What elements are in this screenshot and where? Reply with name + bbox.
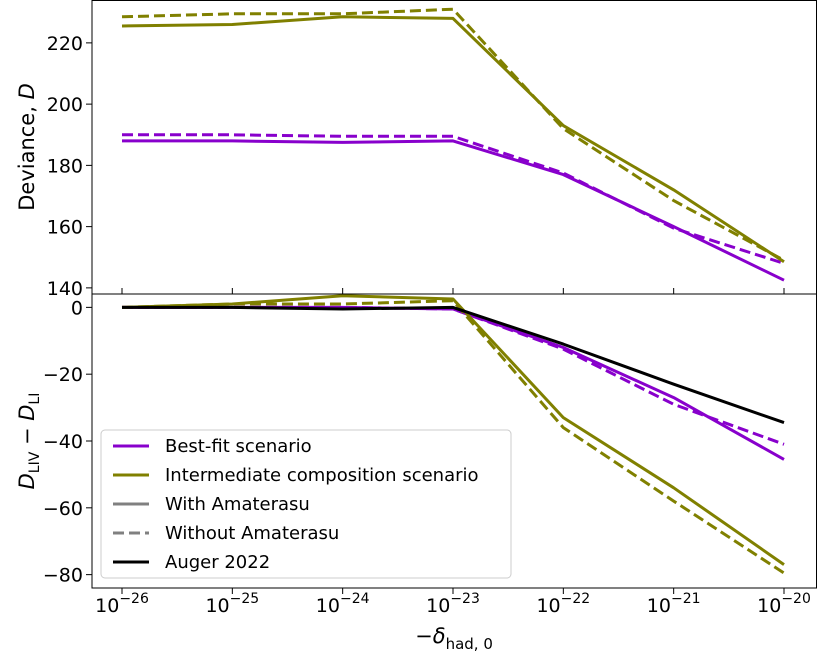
xtick-base: 10 [316,595,340,617]
legend-label: Auger 2022 [165,552,270,573]
xtick-base: 10 [426,595,450,617]
xtick-label: 10−22 [536,591,590,617]
xtick-exponent: −23 [450,591,480,607]
top-series-intermediate-solid [121,15,785,264]
xtick-exponent: −24 [340,591,370,607]
x-axis-label: −δhad, 0 [415,624,493,652]
bottom-ytick-label: −80 [43,565,83,587]
legend-box [100,429,512,579]
legend-label: Without Amaterasu [165,523,339,544]
top-series-best-fit-solid [122,139,785,282]
xtick-base: 10 [647,595,671,617]
bottom-ytick-label: −60 [43,498,83,520]
bottom-y-axis-label-sub1: LIV [27,451,43,473]
xtick-base: 10 [205,595,229,617]
xtick-exponent: −22 [561,591,591,607]
bottom-series-auger-solid [122,305,785,425]
top-ytick-label: 160 [47,217,83,239]
top-y-axis-label: Deviance, D [15,83,39,211]
bottom-ytick-label: 0 [71,297,83,319]
bottom-ytick-label: −40 [43,431,83,453]
xtick-label: 10−25 [205,591,259,617]
legend-label: Best-fit scenario [165,436,312,457]
top-y-axis-label-main: Deviance, [15,99,39,210]
xtick-label: 10−20 [757,591,811,617]
top-ytick-label: 220 [47,33,83,55]
xtick-label: 10−23 [426,591,480,617]
xtick-exponent: −25 [230,591,260,607]
xtick-exponent: −26 [119,591,149,607]
bottom-plot-area [121,294,785,575]
bottom-y-axis-label-d1: D [15,473,39,489]
xtick-label: 10−21 [647,591,701,617]
top-series-intermediate-dashed [121,7,785,262]
legend-label: Intermediate composition scenario [165,465,479,486]
top-ytick-label: 200 [47,94,83,116]
bottom-series-intermediate-dashed [121,299,785,575]
top-ytick-label: 140 [47,278,83,300]
bottom-y-axis-label-mid: − D [15,405,39,452]
bottom-ytick-label: −20 [43,364,83,386]
legend: Best-fit scenario Intermediate compositio… [100,429,512,579]
bottom-series-best-fit-dashed [122,305,785,446]
xtick-base: 10 [536,595,560,617]
xtick-exponent: −20 [781,591,811,607]
legend-label: With Amaterasu [165,494,310,515]
top-axes-frame [91,0,817,295]
x-axis-label-sub: had, 0 [446,635,493,652]
top-series-best-fit-dashed [122,133,785,265]
bottom-y-axis-label: DLIV − DLI [15,393,43,490]
xtick-label: 10−26 [95,591,149,617]
xtick-base: 10 [95,595,119,617]
xtick-base: 10 [757,595,781,617]
top-plot-area [121,7,785,282]
top-y-axis-label-var: D [15,83,39,99]
xtick-exponent: −21 [671,591,701,607]
bottom-y-axis-label-sub2: LI [27,393,43,405]
bottom-series-intermediate-solid [121,294,785,566]
top-ytick-label: 180 [47,155,83,177]
x-axis-label-main: −δ [415,624,445,648]
xtick-label: 10−24 [316,591,370,617]
